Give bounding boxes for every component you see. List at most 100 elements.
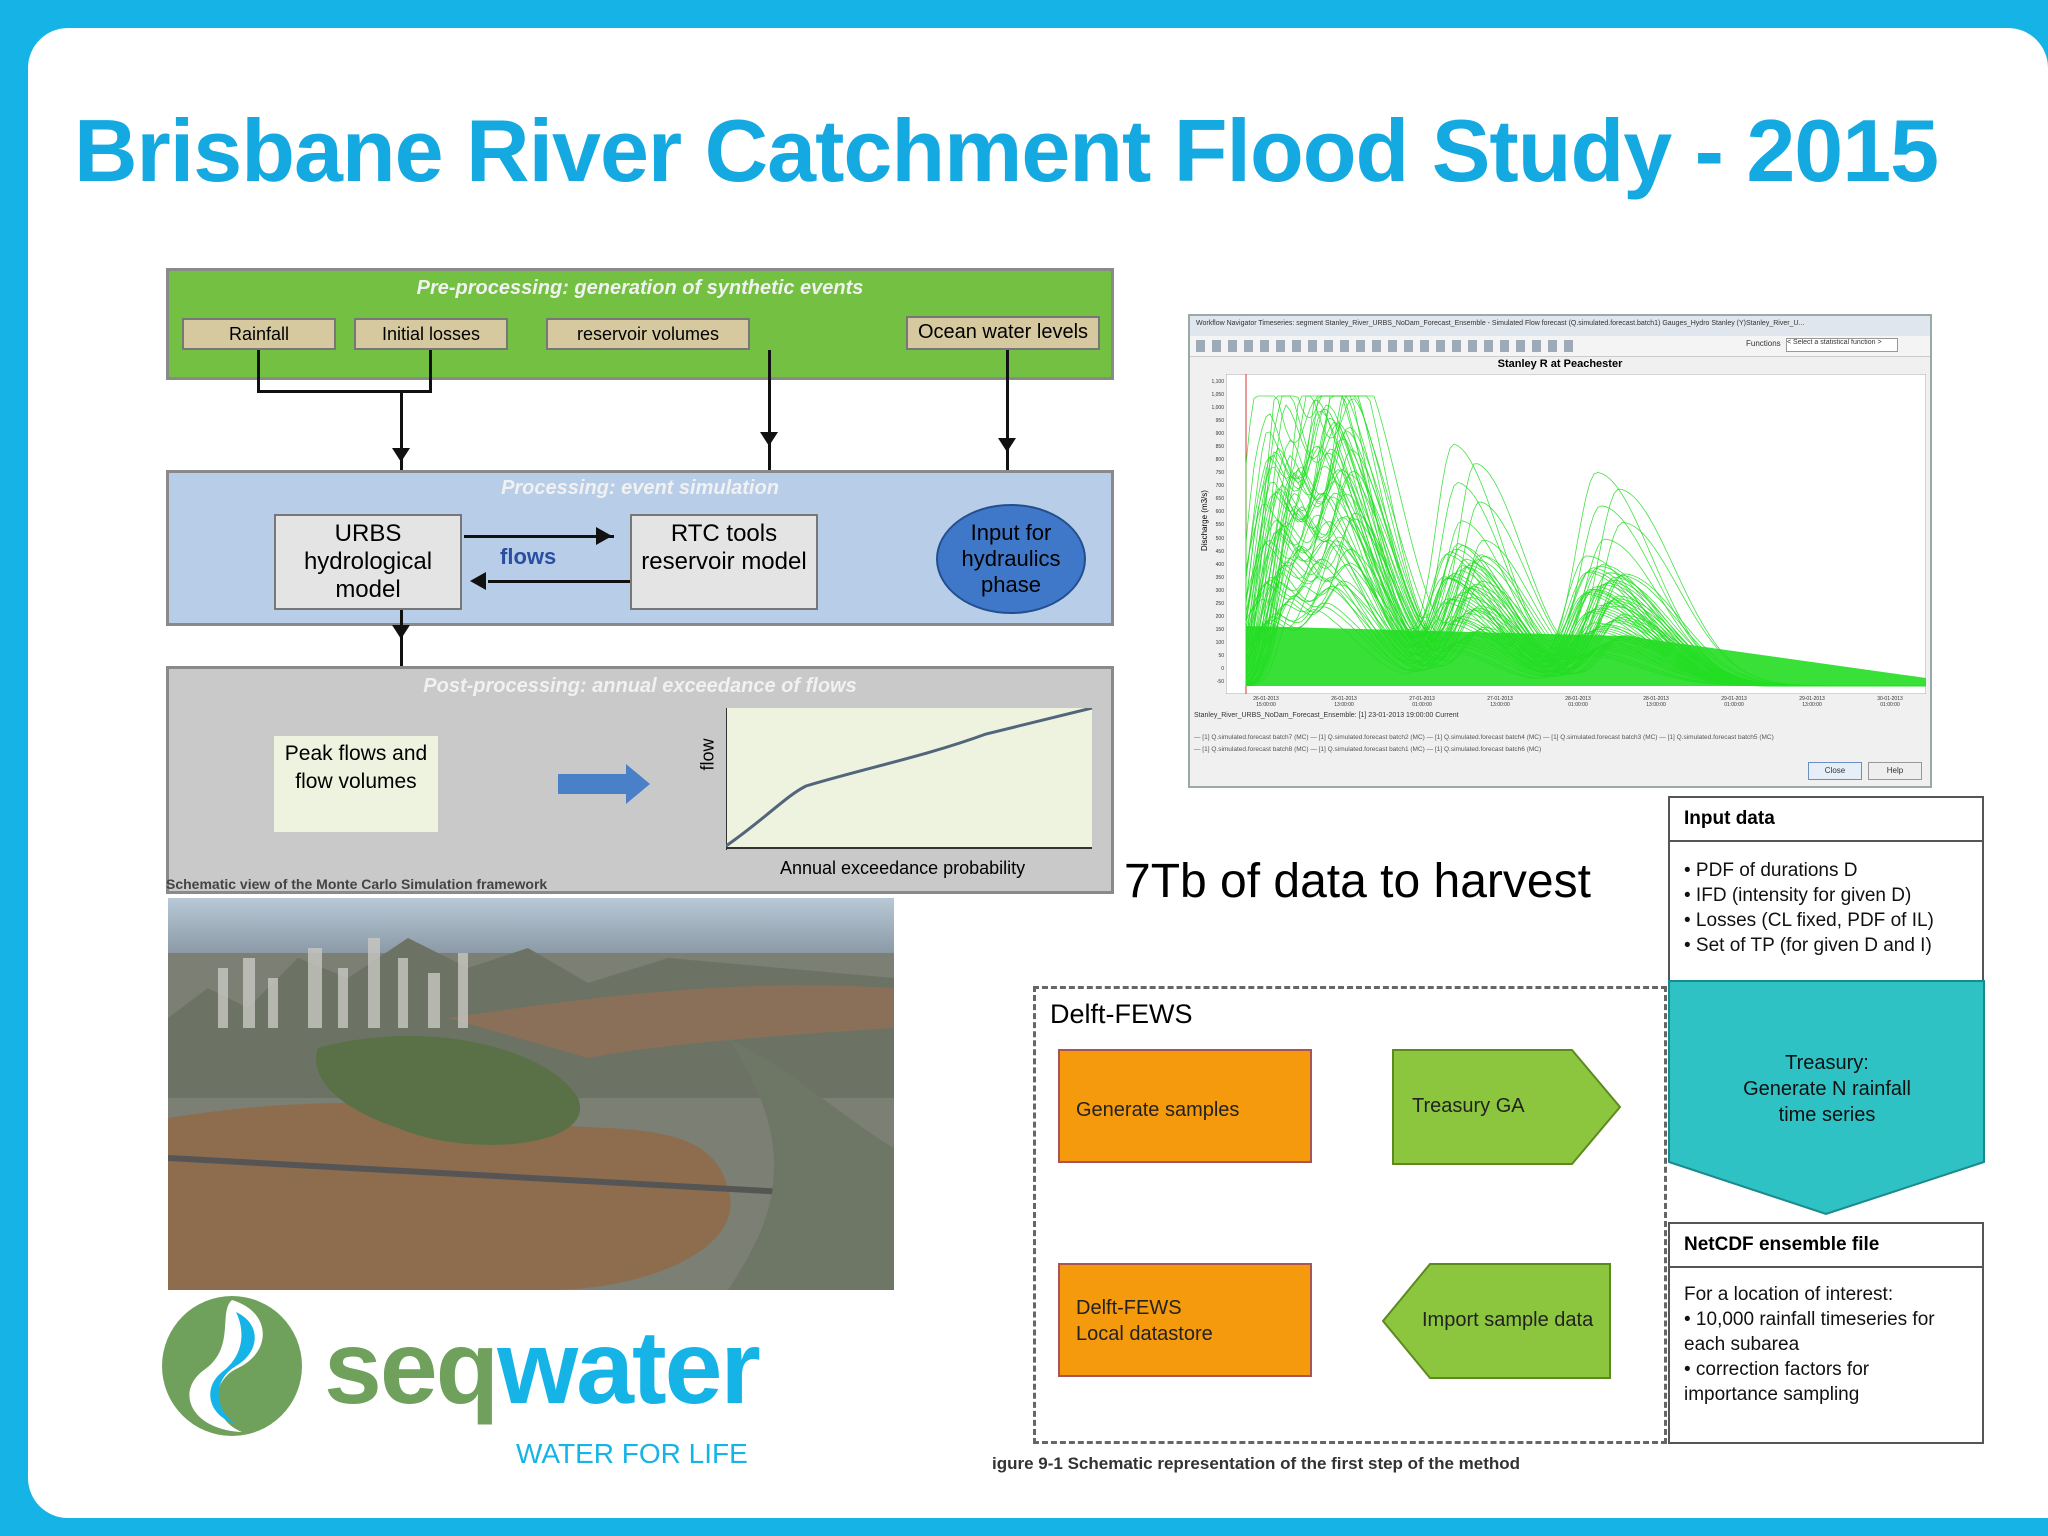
datastore-line-2: Local datastore (1076, 1323, 1213, 1345)
import-sample-label: Import sample data (1422, 1309, 1594, 1331)
datastore-line-1: Delft-FEWS (1076, 1297, 1182, 1319)
window-titlebar: Workflow Navigator Timeseries: segment S… (1190, 316, 1930, 336)
fews-caption: igure 9-1 Schematic representation of th… (992, 1454, 1521, 1473)
arrow-left-icon (470, 572, 486, 590)
netcdf-box: NetCDF ensemble file For a location of i… (1668, 1222, 1984, 1444)
rtc-tools-box: RTC tools reservoir model (630, 514, 818, 610)
wordmark-seq: seq (324, 1310, 499, 1426)
treasury-ga-label: Treasury GA (1412, 1095, 1525, 1117)
connector (488, 580, 630, 583)
input-data-item: • PDF of durations D (1684, 860, 1858, 881)
datastore-box: Delft-FEWS Local datastore (1058, 1263, 1312, 1377)
y-tick-label: 800 (1215, 457, 1224, 464)
treasury-line-2: Generate N rainfall (1743, 1078, 1911, 1100)
reservoir-volumes-box: reservoir volumes (546, 318, 750, 350)
y-tick-label: 700 (1215, 483, 1224, 490)
flows-label: flows (500, 544, 557, 569)
arrow-body (558, 774, 628, 794)
y-tick-label: 100 (1215, 639, 1224, 646)
arrow-down-icon (392, 448, 410, 462)
delft-fews-label: Delft-FEWS (1050, 999, 1193, 1029)
chart-title: Stanley R at Peachester (1497, 358, 1623, 370)
y-tick-label: 550 (1215, 522, 1224, 529)
connector (464, 535, 614, 538)
treasury-line-1: Treasury: (1785, 1052, 1869, 1074)
connector (400, 390, 403, 475)
legend-row-1: — [1] Q.simulated.forecast batch7 (MC) —… (1194, 734, 1774, 741)
connector (257, 390, 432, 393)
x-tick-label: 26-01-2013 13:00:00 (1331, 696, 1357, 708)
rainfall-box: Rainfall (182, 318, 336, 350)
y-tick-label: 50 (1218, 652, 1224, 659)
y-tick-label: 900 (1215, 431, 1224, 438)
input-data-box: Input data • PDF of durations D • IFD (i… (1668, 796, 1984, 992)
functions-select[interactable]: < Select a statistical function > (1786, 338, 1898, 352)
fews-chart-window: Workflow Navigator Timeseries: segment S… (1188, 314, 1932, 788)
y-tick-label: 0 (1221, 665, 1224, 672)
aep-axis-label: Annual exceedance probability (780, 858, 1026, 878)
functions-label: Functions (1746, 339, 1781, 348)
aerial-photo (168, 898, 894, 1290)
x-tick-label: 27-01-2013 01:00:00 (1409, 696, 1435, 708)
connector (429, 350, 432, 392)
x-tick-label: 28-01-2013 13:00:00 (1643, 696, 1669, 708)
y-tick-label: -50 (1216, 679, 1224, 685)
mc-caption: Schematic view of the Monte Carlo Simula… (166, 876, 548, 892)
hydraulics-ellipse: Input for hydraulics phase (936, 504, 1086, 614)
pre-processing-title: Pre-processing: generation of synthetic … (416, 277, 864, 299)
peak-flows-box: Peak flows and flow volumes (274, 736, 438, 832)
import-sample-shape (1382, 1263, 1611, 1379)
ocean-water-levels-box: Ocean water levels (906, 316, 1100, 350)
netcdf-header: NetCDF ensemble file (1670, 1224, 1982, 1268)
help-button[interactable]: Help (1868, 762, 1922, 780)
treasury-line-3: time series (1778, 1104, 1876, 1126)
connector (1006, 350, 1009, 480)
slide: Brisbane River Catchment Flood Study - 2… (28, 28, 2048, 1518)
y-tick-label: 150 (1215, 626, 1224, 633)
generate-samples-box: Generate samples (1058, 1049, 1312, 1163)
toolbar: Functions < Select a statistical functio… (1190, 336, 1930, 357)
seqwater-logo-icon (162, 1296, 302, 1436)
ensemble-fill (1246, 626, 1926, 686)
y-tick-label: 450 (1215, 548, 1224, 555)
initial-losses-box: Initial losses (354, 318, 508, 350)
treasury-shape (1668, 980, 1985, 1216)
forecast-line: Stanley_River_URBS_NoDam_Forecast_Ensemb… (1194, 712, 1459, 719)
y-tick-label: 400 (1215, 561, 1224, 568)
y-tick-label: 200 (1215, 613, 1224, 620)
wordmark-water: water (497, 1310, 761, 1426)
page-title: Brisbane River Catchment Flood Study - 2… (74, 101, 1939, 200)
processing-title: Processing: event simulation (501, 477, 779, 499)
close-button[interactable]: Close (1808, 762, 1862, 780)
x-tick-label: 26-01-2013 15:00:00 (1253, 696, 1279, 708)
x-tick-label: 29-01-2013 01:00:00 (1721, 696, 1747, 708)
seqwater-wordmark: seqwater (324, 1316, 761, 1420)
netcdf-line: • correction factors for (1684, 1359, 1870, 1380)
tagline: WATER FOR LIFE (516, 1438, 748, 1469)
flow-axis-label: flow (697, 738, 718, 771)
y-tick-label: 1,050 (1211, 392, 1224, 399)
netcdf-body: For a location of interest: • 10,000 rai… (1670, 1268, 1982, 1417)
legend-row-2: — [1] Q.simulated.forecast batch8 (MC) —… (1194, 746, 1542, 753)
y-tick-label: 950 (1215, 418, 1224, 425)
input-data-item: • Losses (CL fixed, PDF of IL) (1684, 910, 1934, 931)
y-tick-label: 500 (1215, 535, 1224, 542)
toolbar-icons[interactable] (1196, 340, 1576, 352)
x-tick-label: 30-01-2013 01:00:00 (1877, 696, 1903, 708)
netcdf-line: • 10,000 rainfall timeseries for (1684, 1309, 1935, 1330)
connector (257, 350, 260, 392)
x-ticks: 26-01-2013 15:00:00 26-01-2013 13:00:00 27… (1226, 694, 1926, 712)
y-tick-label: 600 (1215, 509, 1224, 516)
treasury-text: Treasury: Generate N rainfall time serie… (1668, 1050, 1986, 1128)
netcdf-line: For a location of interest: (1684, 1284, 1894, 1305)
y-tick-label: 650 (1215, 496, 1224, 503)
input-data-list: • PDF of durations D • IFD (intensity fo… (1670, 842, 1982, 968)
x-tick-label: 29-01-2013 13:00:00 (1799, 696, 1825, 708)
y-tick-label: 750 (1215, 470, 1224, 477)
arrow-down-icon (760, 432, 778, 446)
harvest-text: 7Tb of data to harvest (1124, 855, 1591, 908)
y-tick-label: 250 (1215, 600, 1224, 607)
treasury-ga-shape (1392, 1049, 1622, 1165)
y-ticks: 1,100 1,050 1,000 950 900 850 800 750 700 650 600 5… (1202, 374, 1224, 694)
monte-carlo-diagram: Pre-processing: generation of synthetic … (166, 268, 1114, 908)
